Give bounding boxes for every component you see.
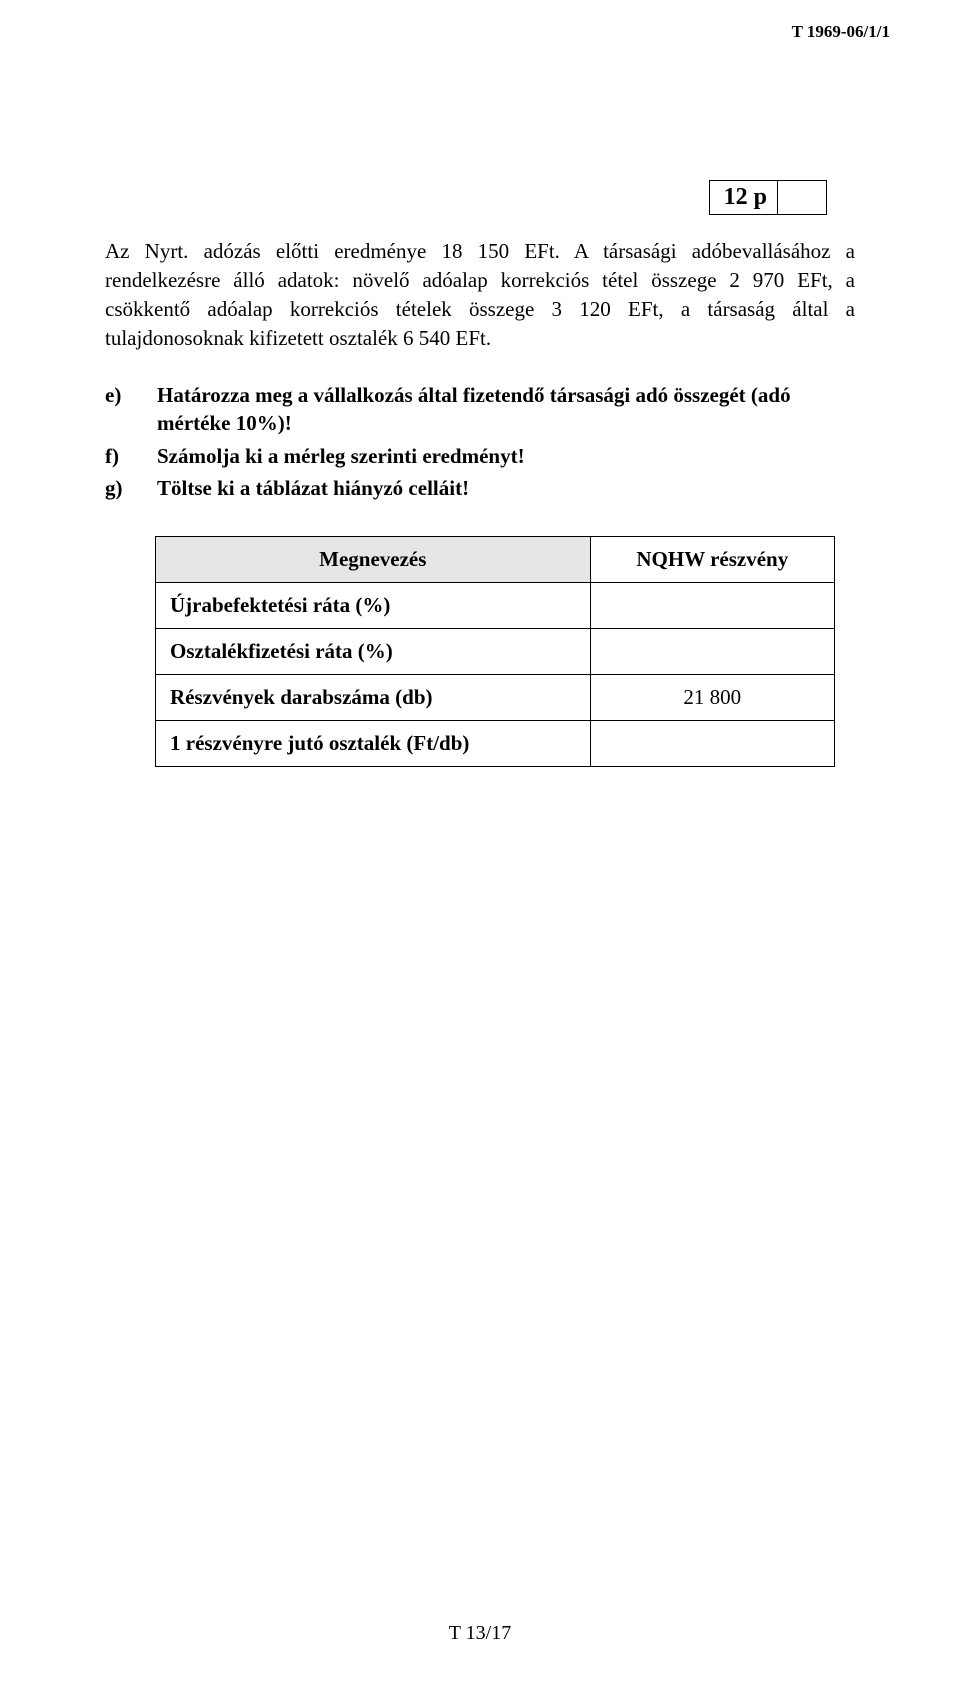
data-table: Megnevezés NQHW részvény Újrabefektetési… [155,536,835,767]
list-text: Számolja ki a mérleg szerinti eredményt! [157,442,855,470]
row-label: Részvények darabszáma (db) [156,675,591,721]
points-blank [778,181,826,214]
list-text: Határozza meg a vállalkozás által fizete… [157,381,855,438]
table-row: Újrabefektetési ráta (%) [156,583,835,629]
intro-paragraph: Az Nyrt. adózás előtti eredménye 18 150 … [105,237,855,353]
col-header-value: NQHW részvény [590,537,834,583]
col-header-name: Megnevezés [156,537,591,583]
list-item-e: e) Határozza meg a vállalkozás által fiz… [105,381,855,438]
points-box: 12 p [709,180,827,215]
list-letter: f) [105,442,157,470]
row-value [590,629,834,675]
points-value: 12 p [710,181,778,214]
page: T 1969-06/1/1 12 p Az Nyrt. adózás előtt… [0,0,960,1685]
list-text: Töltse ki a táblázat hiányzó celláit! [157,474,855,502]
row-value [590,583,834,629]
list-item-g: g) Töltse ki a táblázat hiányzó celláit! [105,474,855,502]
table-header-row: Megnevezés NQHW részvény [156,537,835,583]
page-footer: T 13/17 [0,1622,960,1645]
document-id: T 1969-06/1/1 [792,22,890,42]
row-label: Osztalékfizetési ráta (%) [156,629,591,675]
row-label: Újrabefektetési ráta (%) [156,583,591,629]
row-value [590,721,834,767]
list-letter: g) [105,474,157,502]
row-label: 1 részvényre jutó osztalék (Ft/db) [156,721,591,767]
table-row: 1 részvényre jutó osztalék (Ft/db) [156,721,835,767]
table-row: Részvények darabszáma (db) 21 800 [156,675,835,721]
list-letter: e) [105,381,157,438]
points-row: 12 p [105,180,855,215]
row-value: 21 800 [590,675,834,721]
table-row: Osztalékfizetési ráta (%) [156,629,835,675]
table-container: Megnevezés NQHW részvény Újrabefektetési… [105,536,855,767]
list-item-f: f) Számolja ki a mérleg szerinti eredmén… [105,442,855,470]
